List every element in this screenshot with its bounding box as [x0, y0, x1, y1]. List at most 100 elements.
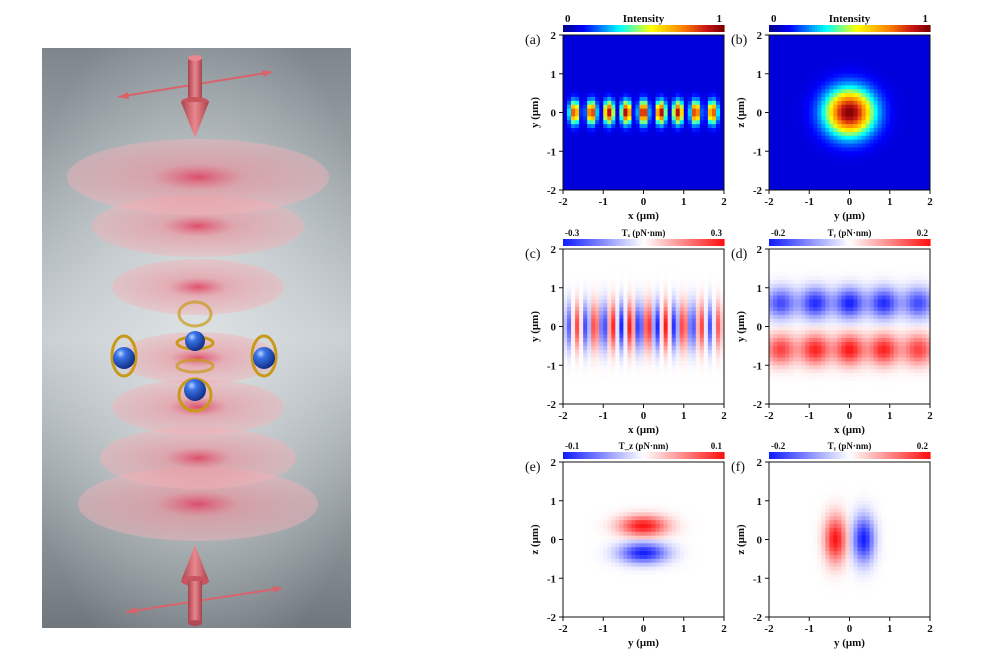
particle-center-top [175, 300, 215, 351]
colorbar-title: Tᵧ (pN·nm) [828, 228, 872, 238]
x-tick-label: 1 [681, 623, 687, 635]
y-tick-label: -2 [547, 185, 557, 197]
x-tick-label: 2 [927, 196, 933, 208]
colorbar-max: 1 [717, 13, 723, 25]
particle-right [250, 334, 278, 378]
colorbar-b: 0 1 Intensity [769, 13, 931, 32]
y-axis-label: y (μm) [735, 311, 747, 342]
y-tick-label: -2 [753, 185, 763, 197]
panel-label: (c) [525, 247, 541, 262]
y-tick-label: -2 [753, 399, 763, 411]
colorbar-d: -0.2 0.2 Tᵧ (pN·nm) [769, 228, 931, 246]
y-tick-label: 0 [757, 108, 763, 120]
x-tick-label: -1 [805, 410, 814, 422]
colorbar-max: 0.2 [917, 228, 929, 238]
x-tick-label: 2 [721, 623, 727, 635]
y-tick-label: 1 [757, 496, 763, 508]
y-tick-label: -2 [753, 612, 763, 624]
y-tick-label: 0 [757, 322, 763, 334]
x-axis-label: x (μm) [834, 424, 865, 436]
x-tick-label: 0 [641, 196, 647, 208]
colorbar-min: -0.2 [771, 441, 786, 451]
x-tick-label: 1 [887, 623, 893, 635]
y-tick-label: 2 [551, 30, 557, 42]
x-tick-label: -1 [805, 196, 814, 208]
y-tick-label: 2 [757, 457, 763, 469]
colorbar-a: 0 1 Intensity [563, 13, 725, 32]
y-tick-label: -1 [547, 573, 556, 585]
colorbar-max: 0.3 [711, 228, 723, 238]
panel-d: -0.2 0.2 Tᵧ (pN·nm) (d) -2 -1 0 1 2 2 1 0 -1 -2 x (μm)… [731, 228, 933, 436]
x-tick-label: 0 [847, 623, 853, 635]
panel-b: 0 1 Intensity (b) -2 -1 0 1 2 2 1 0 -1 -2 y (μm) z (μm) [731, 13, 933, 222]
x-tick-label: 1 [681, 196, 687, 208]
y-tick-label: 2 [551, 244, 557, 256]
x-tick-label: -2 [558, 623, 568, 635]
colorbar-f: -0.2 0.2 Tᵧ (pN·nm) [769, 441, 931, 459]
x-tick-label: 2 [721, 196, 727, 208]
trapped-particles [110, 300, 278, 413]
panel-label: (e) [525, 460, 541, 475]
y-tick-label: 0 [757, 535, 763, 547]
y-axis-label: z (μm) [529, 524, 541, 555]
y-axis-label: z (μm) [735, 524, 747, 555]
y-tick-label: -1 [547, 146, 556, 158]
y-tick-label: 1 [551, 69, 557, 81]
colorbar-title: T_z (pN·nm) [619, 441, 669, 451]
x-axis-label: y (μm) [834, 637, 865, 649]
colorbar-min: -0.2 [771, 228, 786, 238]
colorbar-e: -0.1 0.1 T_z (pN·nm) [563, 441, 725, 459]
x-tick-label: 2 [927, 623, 933, 635]
x-tick-label: -1 [599, 410, 608, 422]
y-tick-label: 1 [757, 69, 763, 81]
heatmap-a [563, 35, 725, 191]
colorbar-max: 0.1 [711, 441, 723, 451]
heatmap-d [769, 249, 931, 405]
panel-f: -0.2 0.2 Tᵧ (pN·nm) (f) -2 -1 0 1 2 2 1 0 -1 -2 y (μm)… [731, 441, 933, 649]
x-tick-label: 1 [887, 410, 893, 422]
colorbar-title: Intensity [623, 13, 665, 25]
x-tick-label: 0 [641, 410, 647, 422]
colorbar-max: 0.2 [917, 441, 929, 451]
top-beam-arrow [117, 55, 273, 138]
y-tick-label: 2 [757, 244, 763, 256]
x-tick-label: 0 [847, 196, 853, 208]
y-tick-label: -2 [547, 399, 557, 411]
heatmap-e [563, 462, 725, 618]
y-axis-label: y (μm) [529, 311, 541, 342]
colorbar-min: -0.1 [565, 441, 580, 451]
bottom-beam-arrow [125, 545, 283, 626]
x-tick-label: 1 [681, 410, 687, 422]
x-tick-label: -1 [805, 623, 814, 635]
y-tick-label: 0 [551, 322, 557, 334]
x-tick-label: -2 [558, 196, 568, 208]
panel-e: -0.1 0.1 T_z (pN·nm) (e) -2 -1 0 1 2 2 1 0 -1 -2 y (μm… [525, 441, 727, 649]
y-axis-label: z (μm) [735, 97, 747, 128]
y-tick-label: -1 [547, 360, 556, 372]
x-tick-label: 1 [887, 196, 893, 208]
panel-a: 0 1 Intensity (a) -2 -1 0 1 2 2 1 0 -1 -2 x (μm) y (μm) [525, 13, 727, 222]
colorbar-title: Intensity [829, 13, 871, 25]
x-tick-label: 0 [641, 623, 647, 635]
heatmap-f [769, 462, 931, 618]
x-axis-label: x (μm) [628, 210, 659, 222]
y-tick-label: 0 [551, 535, 557, 547]
y-tick-label: -1 [753, 146, 762, 158]
colorbar-title: Tᵧ (pN·nm) [828, 441, 872, 451]
y-tick-label: 1 [757, 283, 763, 295]
particle-left [110, 334, 138, 378]
y-tick-label: -2 [547, 612, 557, 624]
y-tick-label: 0 [551, 108, 557, 120]
colorbar-min: 0 [565, 13, 571, 25]
y-tick-label: 2 [551, 457, 557, 469]
colorbar-c: -0.3 0.3 Tₓ (pN·nm) [563, 228, 725, 246]
x-axis-label: x (μm) [628, 424, 659, 436]
y-tick-label: 1 [551, 283, 557, 295]
x-tick-label: -1 [599, 623, 608, 635]
colorbar-min: 0 [771, 13, 777, 25]
beam-disks [67, 139, 329, 541]
x-tick-label: -1 [599, 196, 608, 208]
panel-label: (f) [731, 460, 745, 475]
